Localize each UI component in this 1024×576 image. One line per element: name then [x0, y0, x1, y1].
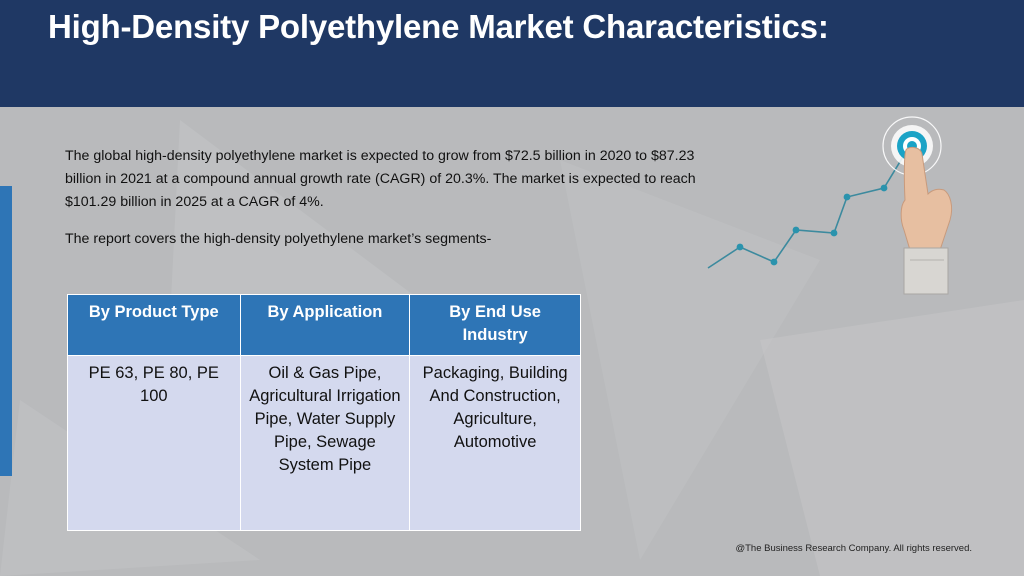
growth-line-chart-icon	[707, 141, 913, 269]
segments-table: By Product Type By Application By End Us…	[67, 294, 581, 531]
copyright-footer: @The Business Research Company. All righ…	[735, 543, 972, 554]
left-accent-bar	[0, 186, 12, 476]
table-header-row: By Product Type By Application By End Us…	[67, 294, 581, 356]
segments-intro: The report covers the high-density polye…	[65, 231, 492, 247]
header-product-type: By Product Type	[67, 294, 241, 356]
cell-end-use-industries: Packaging, Building And Construction, Ag…	[409, 355, 581, 531]
page-title: High-Density Polyethylene Market Charact…	[48, 8, 829, 45]
title-band: High-Density Polyethylene Market Charact…	[0, 0, 1024, 107]
header-application: By Application	[239, 294, 411, 356]
growth-illustration	[707, 116, 953, 295]
intro-paragraph: The global high-density polyethylene mar…	[65, 148, 696, 210]
cell-product-types: PE 63, PE 80, PE 100	[67, 355, 241, 531]
header-end-use-industry: By End Use Industry	[409, 294, 581, 356]
cell-applications: Oil & Gas Pipe, Agricultural Irrigation …	[239, 355, 411, 531]
table-row: PE 63, PE 80, PE 100 Oil & Gas Pipe, Agr…	[67, 355, 581, 531]
pointing-hand-icon	[900, 146, 953, 295]
